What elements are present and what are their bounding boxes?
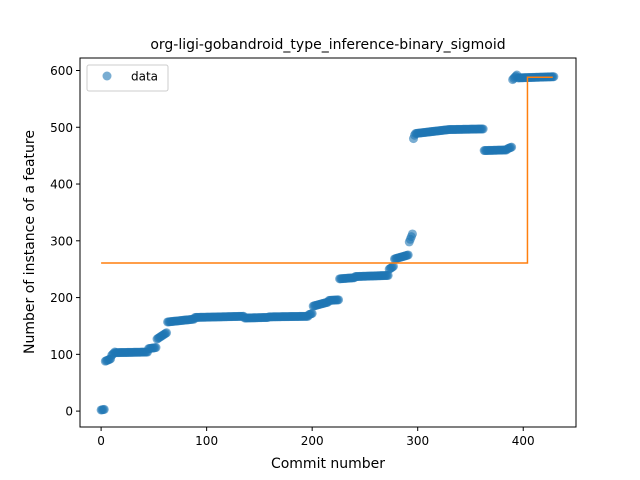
data-point bbox=[162, 328, 171, 337]
x-tick-label: 300 bbox=[406, 434, 429, 448]
y-axis-label: Number of instance of a feature bbox=[22, 130, 38, 354]
data-point bbox=[408, 229, 417, 238]
y-tick-label: 400 bbox=[50, 178, 73, 192]
x-tick-label: 100 bbox=[195, 434, 218, 448]
data-point bbox=[404, 250, 413, 259]
data-point bbox=[151, 343, 160, 352]
legend-label-data: data bbox=[131, 70, 158, 84]
data-point bbox=[507, 143, 516, 152]
chart-title: org-ligi-gobandroid_type_inference-binar… bbox=[150, 37, 505, 53]
y-tick-label: 0 bbox=[65, 405, 73, 419]
y-tick-label: 100 bbox=[50, 348, 73, 362]
legend-marker-data bbox=[103, 72, 112, 81]
legend: data bbox=[87, 65, 168, 91]
x-tick-label: 400 bbox=[512, 434, 535, 448]
data-point bbox=[334, 295, 343, 304]
y-tick-label: 200 bbox=[50, 291, 73, 305]
x-tick-label: 200 bbox=[301, 434, 324, 448]
data-point bbox=[100, 405, 109, 414]
y-tick-label: 500 bbox=[50, 121, 73, 135]
data-point bbox=[479, 124, 488, 133]
y-tick-label: 300 bbox=[50, 234, 73, 248]
x-tick-label: 0 bbox=[97, 434, 105, 448]
y-tick-label: 600 bbox=[50, 64, 73, 78]
x-axis-label: Commit number bbox=[271, 456, 385, 472]
